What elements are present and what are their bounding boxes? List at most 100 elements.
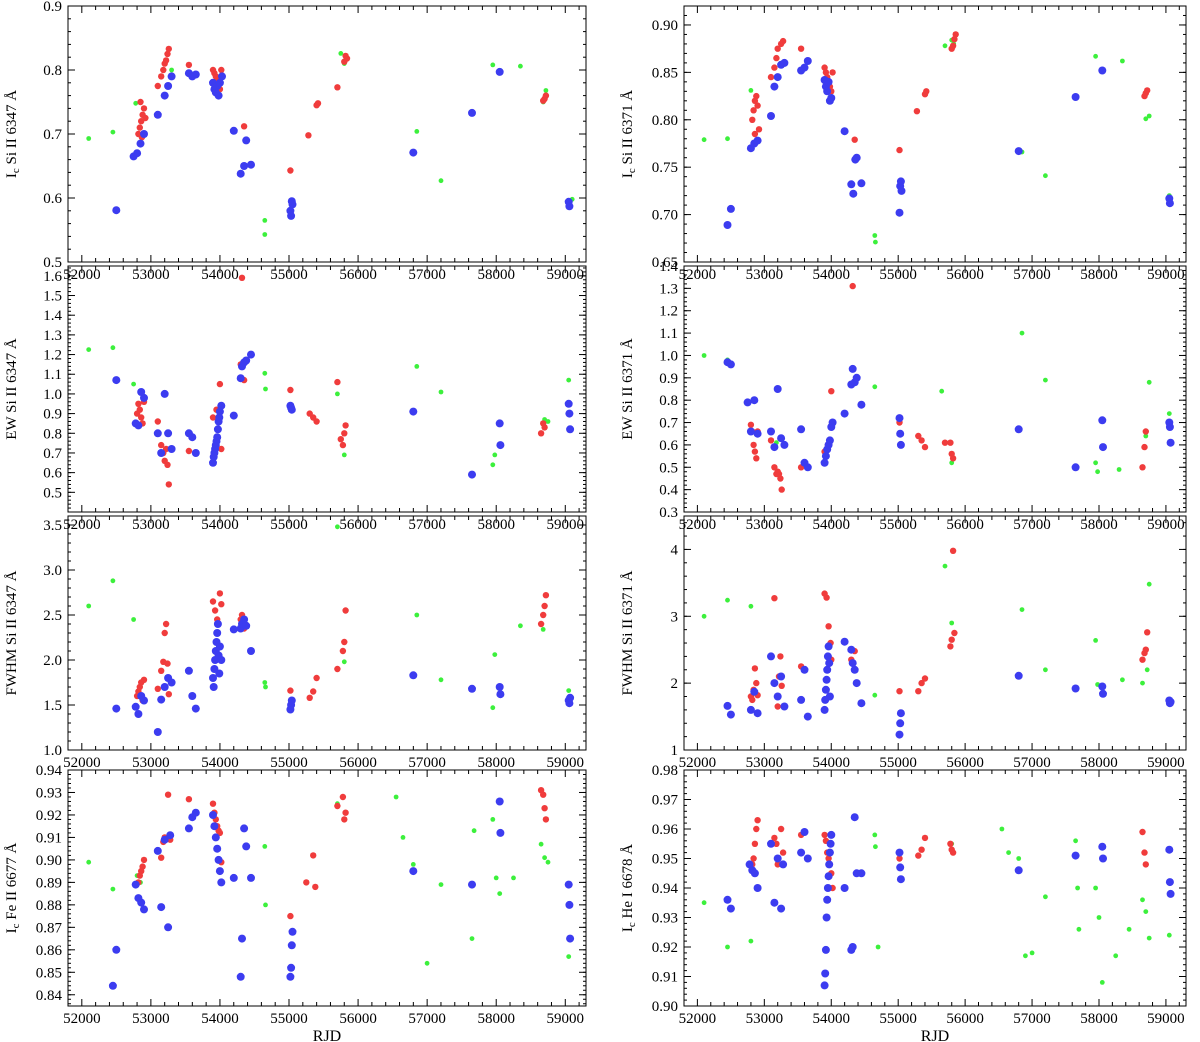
data-point-blue — [112, 945, 121, 954]
y-tick-label: 1.6 — [43, 269, 62, 285]
x-tick-label: 59000 — [1147, 1011, 1185, 1027]
data-point-blue — [780, 440, 789, 449]
data-point-green — [493, 875, 499, 881]
x-tick-label: 53000 — [746, 1011, 784, 1027]
data-point-green — [1019, 607, 1025, 612]
data-point-green — [542, 855, 547, 861]
data-point-blue — [217, 656, 226, 664]
data-point-blue — [215, 867, 224, 876]
data-point-blue — [209, 674, 217, 682]
x-axis-label: RJD — [921, 1028, 949, 1042]
data-point-red — [287, 167, 294, 174]
x-tick-label: 59000 — [547, 1011, 585, 1027]
data-point-blue — [820, 981, 829, 990]
data-point-red — [164, 660, 171, 667]
data-point-red — [314, 100, 322, 107]
data-point-red — [303, 879, 310, 886]
data-point-blue — [215, 669, 224, 678]
y-tick-label: 1.2 — [659, 304, 678, 320]
series-green — [701, 826, 1172, 985]
data-point-blue — [723, 701, 732, 710]
x-tick-label: 56000 — [946, 517, 984, 533]
data-point-green — [1095, 469, 1100, 475]
data-point-red — [542, 592, 550, 599]
y-tick-label: 1.1 — [659, 326, 678, 342]
y-tick-label: 0.91 — [652, 970, 678, 986]
data-point-blue — [1099, 854, 1107, 863]
data-point-green — [872, 233, 878, 238]
y-tick-label: 0.8 — [43, 63, 62, 79]
data-point-red — [949, 547, 957, 554]
data-point-red — [823, 594, 830, 601]
data-point-blue — [229, 873, 238, 882]
data-point-red — [154, 418, 161, 425]
data-point-blue — [797, 695, 806, 704]
data-point-red — [185, 796, 193, 803]
data-point-green — [469, 936, 475, 941]
y-tick-label: 0.89 — [36, 875, 62, 891]
x-tick-label: 57000 — [408, 267, 446, 283]
x-tick-label: 54000 — [813, 517, 851, 533]
data-point-blue — [112, 206, 121, 215]
data-point-red — [1144, 629, 1151, 636]
data-point-blue — [726, 204, 735, 213]
data-point-red — [341, 430, 348, 437]
data-point-blue — [847, 645, 856, 654]
chart-panel-ew-si-6347: 52000 53000 54000 55000 56000 57000 58000 59000… — [4, 265, 587, 533]
x-tick-label: 59000 — [547, 755, 585, 771]
data-point-green — [942, 563, 948, 569]
data-point-red — [753, 92, 760, 100]
y-axis-label-part: FWHM Si II 6347 Å — [4, 570, 20, 695]
data-point-green — [566, 377, 572, 383]
data-point-blue — [1071, 463, 1080, 472]
data-point-blue — [140, 905, 148, 914]
data-point-red — [339, 441, 347, 449]
data-point-red — [138, 414, 145, 421]
data-point-blue — [236, 972, 245, 981]
y-axis-label: FWHM Si II 6371 Å — [620, 570, 636, 695]
data-point-green — [1093, 885, 1098, 891]
plot-frame — [67, 265, 587, 513]
y-axis-label: Ic Si II 6347 Å — [4, 90, 22, 178]
data-point-green — [566, 954, 572, 959]
data-point-red — [537, 430, 545, 437]
data-point-red — [162, 445, 170, 453]
data-point-red — [896, 688, 903, 695]
data-point-blue — [857, 179, 866, 188]
series-blue — [723, 637, 1175, 739]
data-point-blue — [848, 659, 857, 668]
x-tick-label: 53000 — [746, 267, 784, 283]
x-tick-label: 57000 — [1013, 267, 1051, 283]
data-point-green — [438, 882, 444, 887]
x-tick-label: 57000 — [1013, 517, 1051, 533]
data-point-blue — [770, 898, 779, 907]
data-point-green — [393, 794, 399, 800]
data-point-green — [414, 364, 420, 369]
y-tick-label: 0.70 — [652, 208, 678, 224]
data-point-blue — [238, 934, 246, 943]
data-point-green — [262, 680, 268, 685]
y-tick-label: 0.5 — [659, 460, 678, 476]
data-point-red — [951, 36, 958, 43]
series-blue — [108, 797, 575, 990]
data-point-red — [747, 421, 755, 428]
y-axis-label-part: c — [10, 923, 22, 928]
data-point-blue — [247, 160, 255, 169]
x-tick-label: 53000 — [746, 755, 784, 771]
data-point-green — [131, 381, 137, 387]
data-point-green — [1166, 411, 1172, 416]
y-tick-label: 0.85 — [36, 965, 62, 981]
data-point-blue — [773, 692, 782, 701]
y-tick-label: 1.4 — [43, 308, 62, 324]
data-point-red — [777, 825, 785, 833]
data-point-blue — [820, 458, 829, 467]
x-tick-label: 52000 — [63, 1011, 101, 1027]
data-point-red — [162, 57, 170, 64]
data-point-red — [750, 855, 757, 862]
data-point-red — [164, 50, 171, 58]
data-point-red — [771, 464, 778, 471]
data-point-blue — [726, 904, 735, 913]
y-axis-label-part: I — [4, 928, 20, 933]
data-point-blue — [797, 848, 806, 857]
data-point-blue — [215, 413, 224, 422]
